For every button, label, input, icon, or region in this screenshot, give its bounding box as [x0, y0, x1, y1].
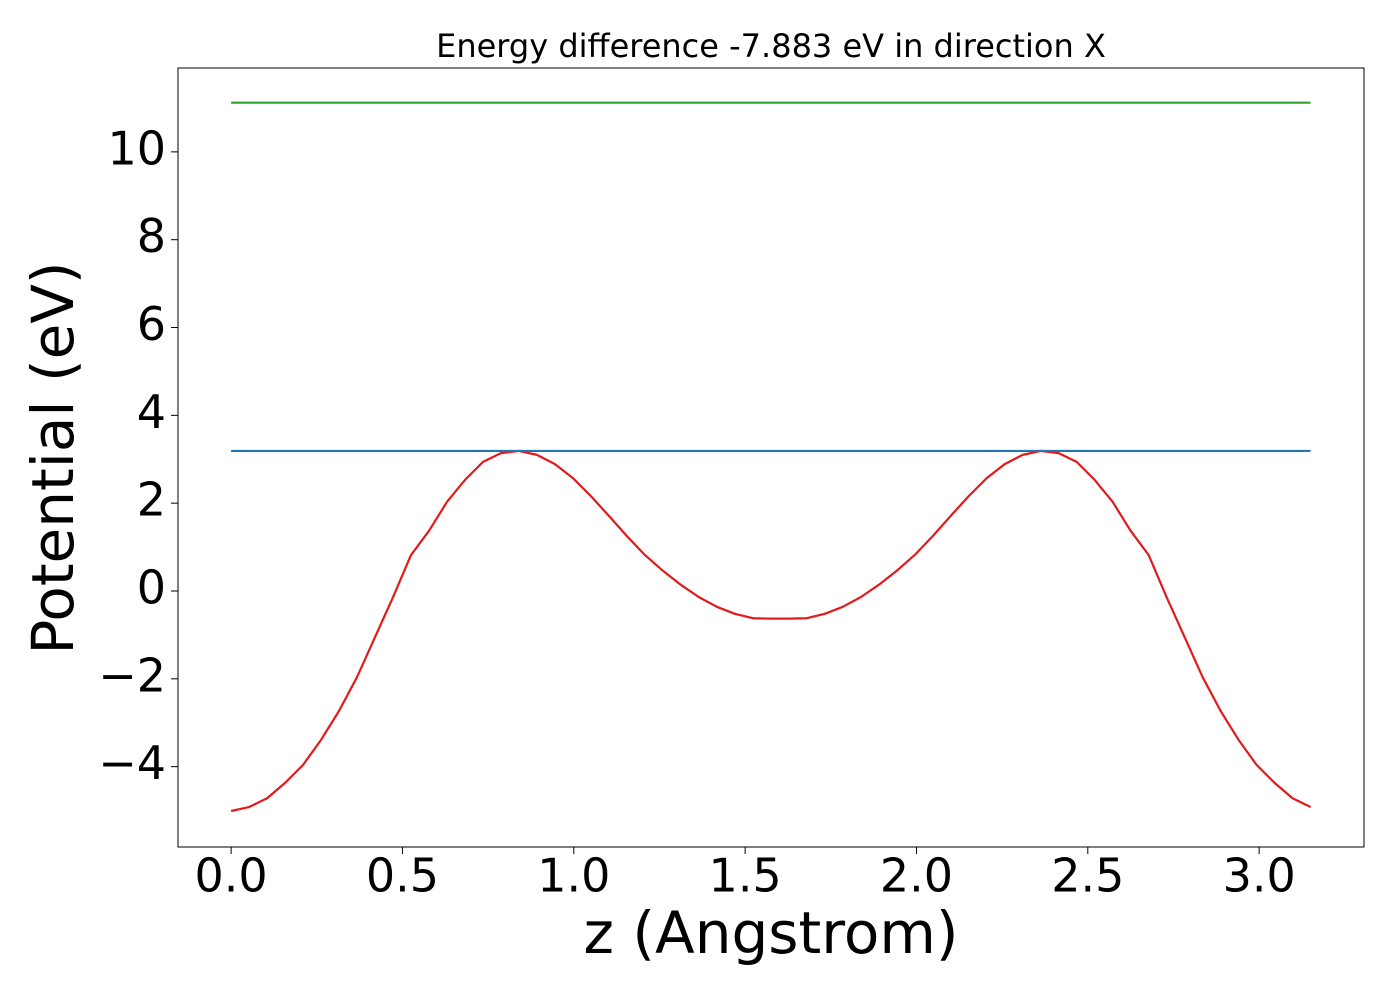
- x-tick-label: 2.0: [880, 849, 953, 903]
- chart-title: Energy difference -7.883 eV in direction…: [436, 27, 1106, 65]
- y-tick-label: 6: [137, 297, 166, 351]
- y-tick-label: −2: [98, 648, 166, 702]
- x-tick-label: 0.5: [366, 849, 439, 903]
- y-tick-label: 10: [107, 121, 166, 175]
- y-tick-label: −4: [98, 736, 166, 790]
- plot-frame: [177, 67, 1365, 848]
- x-tick-label: 2.5: [1051, 849, 1124, 903]
- x-axis-label: z (Angstrom): [584, 899, 959, 967]
- x-tick-label: 3.0: [1223, 849, 1296, 903]
- y-tick-label: 0: [137, 560, 166, 614]
- data-line: [230, 449, 1312, 813]
- y-tick-label: 8: [137, 209, 166, 263]
- y-axis-label: Potential (eV): [19, 261, 87, 654]
- y-tick-label: 2: [137, 473, 166, 527]
- x-tick-label: 1.0: [537, 849, 610, 903]
- y-tick-label: 4: [137, 385, 166, 439]
- x-tick-label: 0.0: [195, 849, 268, 903]
- x-tick-label: 1.5: [709, 849, 782, 903]
